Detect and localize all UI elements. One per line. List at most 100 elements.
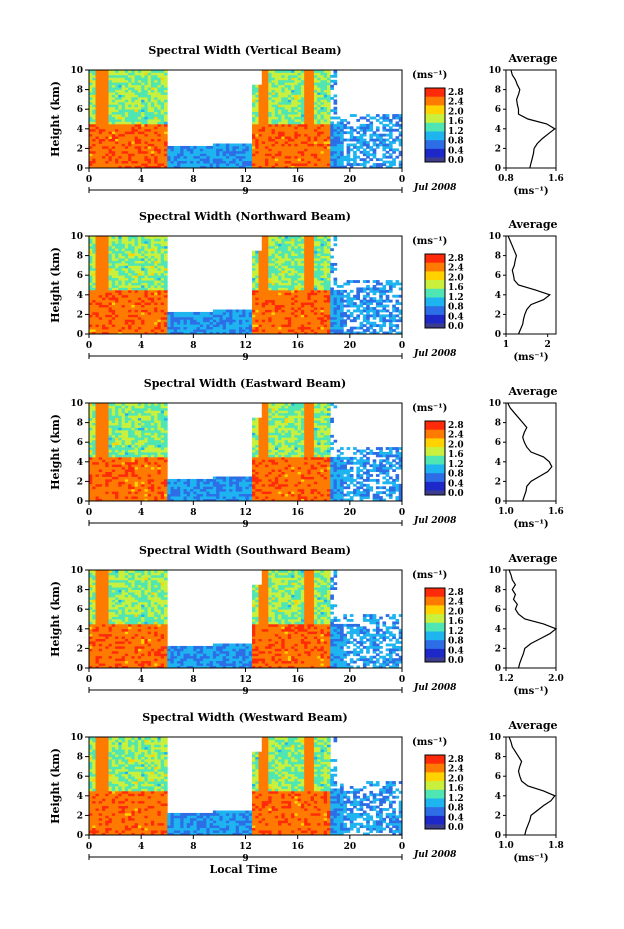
heatmap-cell [98, 314, 103, 318]
heatmap-cell [336, 299, 341, 303]
heatmap-cell [356, 292, 361, 296]
heatmap-cell [121, 165, 126, 169]
heatmap-cell [287, 101, 292, 105]
heatmap-cell [163, 119, 168, 122]
heatmap-cell [160, 111, 165, 115]
heatmap-cell [336, 324, 341, 328]
profile-y-tick-label: 4 [495, 125, 501, 135]
heatmap-cell [95, 106, 100, 110]
heatmap-cell [115, 250, 119, 254]
heatmap-cell [124, 321, 129, 325]
heatmap-cell [157, 158, 162, 162]
heatmap-cell [235, 321, 240, 325]
heatmap-cell [313, 84, 318, 88]
heatmap-cell [307, 145, 312, 149]
heatmap-cell [284, 277, 289, 281]
heatmap-cell [95, 155, 100, 159]
heatmap-cell [356, 294, 361, 298]
heatmap-cell [248, 165, 253, 169]
heatmap-cell [102, 133, 106, 137]
heatmap-cell [150, 270, 155, 274]
heatmap-cell [183, 326, 188, 330]
heatmap-cell [95, 238, 100, 242]
heatmap-cell [323, 245, 328, 249]
heatmap-cell [163, 126, 168, 130]
heatmap-cell [287, 287, 292, 291]
heatmap-cell [183, 148, 188, 152]
heatmap-cell [190, 148, 194, 152]
heatmap-cell [300, 307, 305, 310]
heatmap-cell [291, 304, 295, 308]
heatmap-cell [294, 262, 299, 266]
heatmap-cell [115, 248, 119, 252]
heatmap-cell [349, 289, 354, 293]
heatmap-cell [102, 158, 106, 162]
heatmap-cell [287, 236, 292, 239]
heatmap-cell [128, 267, 132, 271]
heatmap-cell [147, 292, 152, 296]
heatmap-cell [297, 238, 302, 242]
heatmap-cell [265, 262, 269, 266]
heatmap-cell [392, 285, 396, 288]
heatmap-cell [336, 160, 341, 164]
heatmap-cell [199, 316, 204, 320]
heatmap-cell [134, 123, 139, 127]
heatmap-cell [95, 74, 100, 78]
heatmap-cell [163, 240, 168, 244]
heatmap-cell [271, 262, 276, 266]
heatmap-cell [134, 89, 139, 93]
heatmap-cell [89, 158, 93, 162]
heatmap-cell [134, 265, 139, 269]
heatmap-cells [89, 70, 403, 169]
heatmap-cell [150, 111, 155, 115]
colorbar-swatch [425, 140, 445, 150]
heatmap-cell [284, 275, 289, 279]
heatmap-cell [108, 119, 113, 122]
heatmap-cell [307, 96, 312, 100]
heatmap-cell [180, 329, 184, 332]
heatmap-cell [137, 243, 142, 247]
heatmap-cell [160, 250, 165, 254]
heatmap-cell [313, 155, 318, 159]
heatmap-cell [102, 96, 106, 100]
heatmap-cell [255, 153, 259, 157]
heatmap-cell [271, 285, 276, 288]
heatmap-cell [144, 104, 149, 108]
heatmap-cell [297, 84, 302, 88]
heatmap-cell [89, 260, 93, 264]
heatmap-cell [336, 311, 341, 315]
heatmap-cell [333, 314, 338, 318]
heatmap-cell [392, 309, 396, 313]
heatmap-cell [150, 70, 155, 73]
heatmap-cell [304, 165, 308, 169]
heatmap-cell [216, 321, 220, 325]
heatmap-cell [392, 314, 396, 318]
heatmap-cell [238, 155, 243, 159]
heatmap-cell [255, 253, 259, 256]
heatmap-cell [89, 70, 93, 73]
heatmap-cell [212, 331, 217, 335]
heatmap-cell [108, 74, 113, 78]
heatmap-cell [124, 265, 129, 269]
heatmap-cell [102, 111, 106, 115]
heatmap-cell [287, 143, 292, 147]
heatmap-cell [105, 133, 109, 137]
heatmap-cell [216, 324, 220, 328]
heatmap-cell [118, 82, 122, 86]
heatmap-cell [284, 250, 289, 254]
heatmap-cell [323, 250, 328, 254]
heatmap-cell [154, 297, 158, 301]
heatmap-cell [115, 109, 119, 113]
heatmap-cell [121, 92, 126, 95]
heatmap-cell [134, 143, 139, 147]
heatmap-cell [137, 329, 142, 332]
heatmap-cell [118, 258, 122, 261]
heatmap-cell [118, 121, 122, 125]
heatmap-cell [128, 270, 132, 274]
heatmap-cell [252, 116, 256, 120]
heatmap-cell [150, 311, 155, 315]
heatmap-cell [317, 316, 321, 320]
heatmap-cell [336, 128, 341, 132]
heatmap-cell [255, 287, 259, 291]
heatmap-cell [317, 265, 321, 269]
